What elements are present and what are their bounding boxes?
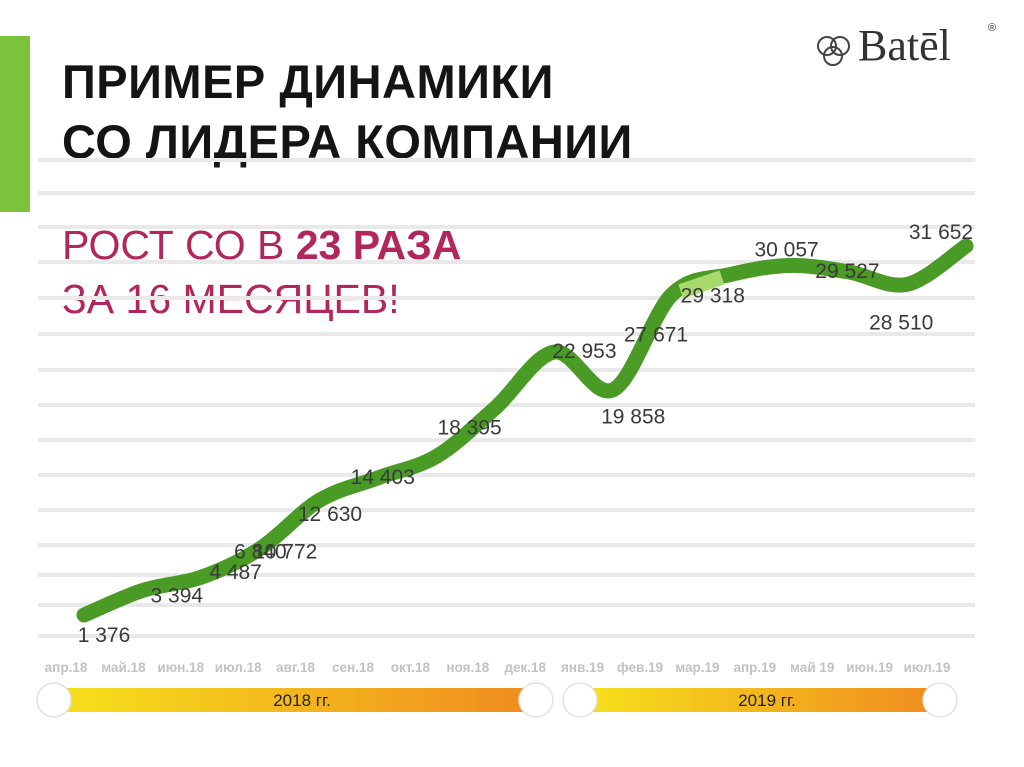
data-label: 14 403 [351, 466, 415, 489]
logo-text: Batēl [858, 21, 951, 70]
year-band-bar [580, 688, 942, 712]
x-tick-label: май 19 [790, 660, 834, 675]
x-tick-label: дек.18 [504, 660, 546, 675]
x-tick-label: авг.18 [276, 660, 315, 675]
batel-logo: Batēl ® [812, 20, 1002, 70]
data-label: 1 376 [78, 624, 131, 647]
x-tick-label: июл.18 [215, 660, 262, 675]
data-label: 22 953 [552, 340, 616, 363]
data-label: 4 487 [209, 561, 262, 584]
year-band-cap [562, 682, 598, 718]
registered-mark: ® [988, 22, 997, 34]
x-tick-label: ноя.18 [446, 660, 489, 675]
x-tick-label: июн.19 [846, 660, 893, 675]
data-label: 6 840 [234, 540, 287, 563]
year-band-bar [54, 688, 538, 712]
data-label: 12 630 [298, 503, 362, 526]
data-label: 19 858 [601, 406, 665, 429]
logo-flower-icon [817, 36, 850, 66]
year-band: 2018 гг. [36, 682, 554, 718]
x-tick-label: сен.18 [332, 660, 374, 675]
accent-bar [0, 36, 30, 212]
x-tick-label: фев.19 [617, 660, 663, 675]
x-tick-label: мар.19 [675, 660, 719, 675]
highlight-segment [678, 270, 725, 299]
x-tick-label: июн.18 [157, 660, 204, 675]
data-label: 29 527 [815, 260, 879, 283]
x-tick-label: июл.19 [904, 660, 951, 675]
data-label: 3 394 [151, 584, 204, 607]
year-bands: 2018 гг. 2019 гг. [36, 682, 958, 718]
data-label: 27 671 [624, 324, 688, 347]
data-label: 28 510 [869, 311, 933, 334]
year-band: 2019 гг. [562, 682, 958, 718]
year-band-cap [922, 682, 958, 718]
data-label: 30 057 [754, 238, 818, 261]
year-band-label: 2018 гг. [273, 691, 331, 710]
series-line [76, 238, 974, 623]
x-tick-label: янв.19 [561, 660, 604, 675]
x-tick-label: апр.19 [733, 660, 776, 675]
x-tick-label: май.18 [101, 660, 146, 675]
x-axis-ticks: апр.18 май.18 июн.18 июл.18 авг.18 сен.18 окт.… [45, 660, 951, 675]
year-band-cap [518, 682, 554, 718]
gridlines [38, 158, 975, 638]
data-label: 31 652 [909, 221, 973, 244]
series-line-path [76, 238, 974, 623]
data-label: 29 318 [681, 284, 745, 307]
year-band-cap [36, 682, 72, 718]
x-tick-label: окт.18 [391, 660, 431, 675]
title-line-1: ПРИМЕР ДИНАМИКИ [62, 55, 554, 108]
data-label: 18 395 [437, 417, 501, 440]
x-tick-label: апр.18 [45, 660, 88, 675]
data-label: 10 772 [253, 540, 317, 563]
year-band-label: 2019 гг. [738, 691, 796, 710]
